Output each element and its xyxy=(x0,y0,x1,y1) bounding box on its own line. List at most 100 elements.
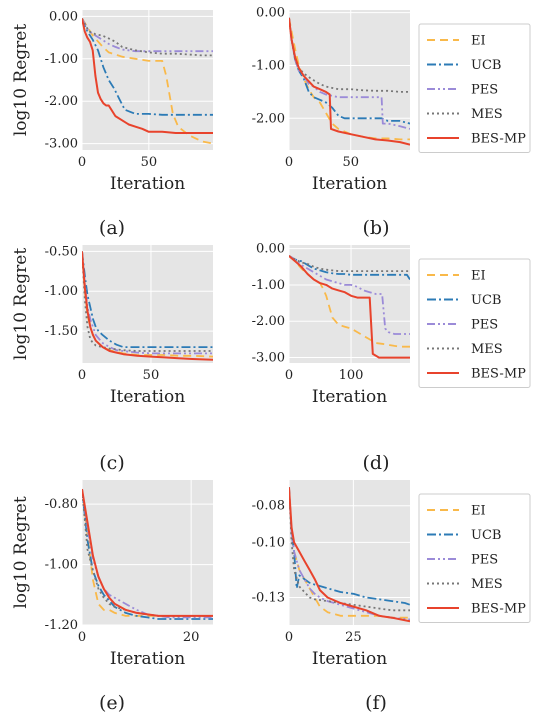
y-tick-label: 0.00 xyxy=(49,9,78,24)
y-tick-label: -1.00 xyxy=(252,278,285,293)
x-tick-label: 20 xyxy=(183,630,200,645)
plot-area xyxy=(289,480,410,625)
legend-label: MES xyxy=(471,577,503,592)
legend-label: PES xyxy=(471,83,498,98)
y-tick-label: -3.00 xyxy=(45,137,78,152)
series-line-mes xyxy=(82,489,213,617)
chart-panel-1: 0 50 0.00 -1.00 -2.00 -3.00 Iteration log10 Reg… xyxy=(11,9,213,239)
legend-label: EI xyxy=(471,34,486,49)
panel-caption: (a) xyxy=(99,217,125,239)
legend-label: BES-MP xyxy=(471,132,526,147)
legend-label: PES xyxy=(471,318,498,333)
x-tick-label: 25 xyxy=(345,630,362,645)
chart-panel-4: 0 100 0.00 -1.00 -2.00 -3.00 Iteration (d) EI UCB… xyxy=(252,242,531,474)
x-axis-label: Iteration xyxy=(110,387,185,407)
legend: EI UCB PES MES BES-MP xyxy=(418,258,531,388)
x-tick-label: 0 xyxy=(78,630,86,645)
plot-area xyxy=(82,480,213,625)
y-tick-label: -1.20 xyxy=(45,618,78,633)
x-tick-label: 100 xyxy=(339,368,364,383)
panel-caption: (b) xyxy=(363,217,390,239)
legend-box xyxy=(418,258,531,388)
x-tick-label: 0 xyxy=(78,155,86,170)
x-axis-label: Iteration xyxy=(312,649,387,669)
legend: EI UCB PES MES BES-MP xyxy=(418,23,531,153)
y-tick-label: -2.00 xyxy=(252,314,285,329)
series-line-pes xyxy=(289,487,410,621)
panel-caption: (c) xyxy=(99,452,124,474)
y-tick-label: -1.50 xyxy=(45,324,78,339)
legend-box xyxy=(418,23,531,153)
y-tick-label: -0.08 xyxy=(252,499,285,514)
series-line-pes xyxy=(289,17,410,130)
series-line-bes-mp xyxy=(82,488,213,617)
x-tick-label: 50 xyxy=(143,368,160,383)
x-tick-label: 0 xyxy=(285,155,293,170)
chart-panel-5: 0 20 -0.80 -1.00 -1.20 Iteration log10 Regret (… xyxy=(11,480,213,714)
legend: EI UCB PES MES BES-MP xyxy=(418,493,531,623)
y-tick-label: -0.10 xyxy=(252,535,285,550)
series-line-ucb xyxy=(82,18,213,116)
x-axis-label: Iteration xyxy=(312,174,387,194)
legend-label: MES xyxy=(471,342,503,357)
series-line-ucb xyxy=(289,255,410,280)
x-axis-label: Iteration xyxy=(110,649,185,669)
y-tick-label: 0.00 xyxy=(256,6,285,21)
series-line-bes-mp xyxy=(82,18,213,134)
x-tick-label: 0 xyxy=(78,368,86,383)
series-line-pes xyxy=(82,251,213,355)
series-line-mes xyxy=(289,255,410,272)
panel-caption: (e) xyxy=(99,692,125,714)
panel-caption: (f) xyxy=(365,692,387,714)
series-line-bes-mp xyxy=(289,17,410,146)
y-tick-label: 0.00 xyxy=(256,242,285,257)
y-tick-label: -0.50 xyxy=(45,244,78,259)
series-line-pes xyxy=(82,18,213,53)
series-line-mes xyxy=(289,17,410,93)
series-line-mes xyxy=(289,487,410,612)
y-tick-label: -0.80 xyxy=(45,497,78,512)
x-tick-label: 0 xyxy=(285,368,293,383)
x-tick-label: 50 xyxy=(141,155,158,170)
x-tick-label: 0 xyxy=(285,630,293,645)
series-line-ucb xyxy=(82,251,213,348)
legend-label: UCB xyxy=(471,293,501,308)
series-line-ei xyxy=(289,17,410,141)
legend-box xyxy=(418,493,531,623)
legend-label: UCB xyxy=(471,528,501,543)
y-tick-label: -1.00 xyxy=(45,284,78,299)
y-tick-label: -2.00 xyxy=(252,111,285,126)
x-tick-label: 50 xyxy=(342,155,359,170)
x-axis-label: Iteration xyxy=(110,174,185,194)
plot-area xyxy=(82,10,213,150)
legend-label: PES xyxy=(471,553,498,568)
y-tick-label: -2.00 xyxy=(45,94,78,109)
y-axis-label: log10 Regret xyxy=(11,24,31,137)
legend-label: BES-MP xyxy=(471,367,526,382)
y-tick-label: -3.00 xyxy=(252,351,285,366)
y-tick-label: -1.00 xyxy=(45,558,78,573)
legend-label: UCB xyxy=(471,58,501,73)
y-tick-label: -0.13 xyxy=(252,590,285,605)
y-axis-label: log10 Regret xyxy=(11,248,31,361)
series-line-bes-mp xyxy=(289,255,410,359)
y-tick-label: -1.00 xyxy=(45,52,78,67)
chart-panel-3: 0 50 -0.50 -1.00 -1.50 Iteration log10 Regret (… xyxy=(11,244,213,474)
y-tick-label: -1.00 xyxy=(252,58,285,73)
legend-label: EI xyxy=(471,269,486,284)
legend-label: BES-MP xyxy=(471,602,526,617)
plot-area xyxy=(289,245,410,363)
x-axis-label: Iteration xyxy=(312,387,387,407)
series-line-ucb xyxy=(289,487,410,606)
chart-panel-2: 0 50 0.00 -1.00 -2.00 Iteration (b) EI UCB PES MES… xyxy=(252,6,531,239)
panel-caption: (d) xyxy=(363,452,390,474)
legend-label: MES xyxy=(471,107,503,122)
legend-label: EI xyxy=(471,504,486,519)
series-line-pes xyxy=(289,255,410,335)
series-line-bes-mp xyxy=(289,487,410,623)
chart-panel-6: 0 25 -0.08 -0.10 -0.13 Iteration (f) EI UCB PES ME… xyxy=(252,480,531,714)
series-line-mes xyxy=(82,18,213,57)
series-line-bes-mp xyxy=(82,251,213,361)
plot-area xyxy=(289,10,410,150)
